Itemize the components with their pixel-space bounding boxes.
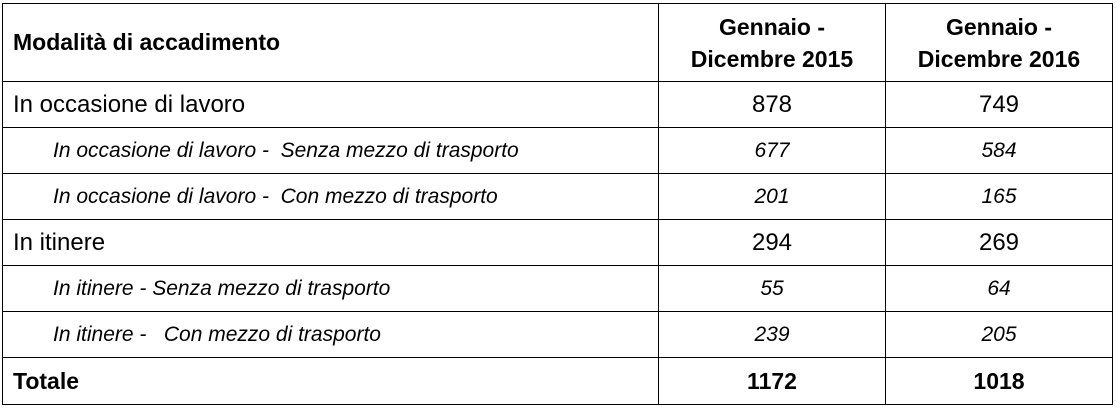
value-2016: 165 bbox=[885, 173, 1113, 220]
accidents-table: Modalità di accadimento Gennaio - Dicemb… bbox=[2, 3, 1113, 405]
header-2015-line2: Dicembre 2015 bbox=[690, 45, 854, 72]
total-2015: 1172 bbox=[658, 357, 886, 405]
value-2015: 677 bbox=[658, 127, 886, 174]
value-2016: 584 bbox=[885, 127, 1113, 174]
table-row: In occasione di lavoro - Con mezzo di tr… bbox=[2, 173, 1113, 220]
value-2015: 878 bbox=[658, 81, 886, 128]
table-header-row: Modalità di accadimento Gennaio - Dicemb… bbox=[2, 3, 1113, 82]
value-2016: 64 bbox=[885, 265, 1113, 312]
value-2015: 239 bbox=[658, 311, 886, 358]
row-label: In itinere bbox=[2, 219, 659, 266]
table-row: In itinere 294 269 bbox=[2, 219, 1113, 266]
total-row: Totale 1172 1018 bbox=[2, 357, 1113, 405]
header-2016-line1: Gennaio - bbox=[945, 13, 1053, 40]
header-2016-line2: Dicembre 2016 bbox=[917, 45, 1081, 72]
value-2015: 55 bbox=[658, 265, 886, 312]
row-label: In occasione di lavoro - Senza mezzo di … bbox=[2, 127, 659, 174]
table-row: In itinere - Senza mezzo di trasporto 55… bbox=[2, 265, 1113, 312]
total-label: Totale bbox=[2, 357, 659, 405]
value-2015: 201 bbox=[658, 173, 886, 220]
table-row: In occasione di lavoro 878 749 bbox=[2, 81, 1113, 128]
header-modality: Modalità di accadimento bbox=[2, 3, 659, 82]
value-2016: 269 bbox=[885, 219, 1113, 266]
value-2016: 749 bbox=[885, 81, 1113, 128]
value-2016: 205 bbox=[885, 311, 1113, 358]
header-2015-line1: Gennaio - bbox=[718, 13, 826, 40]
row-label: In itinere - Senza mezzo di trasporto bbox=[2, 265, 659, 312]
row-label: In occasione di lavoro - Con mezzo di tr… bbox=[2, 173, 659, 220]
header-2016: Gennaio - Dicembre 2016 bbox=[885, 3, 1113, 82]
total-2016: 1018 bbox=[885, 357, 1113, 405]
row-label: In itinere - Con mezzo di trasporto bbox=[2, 311, 659, 358]
table-row: In occasione di lavoro - Senza mezzo di … bbox=[2, 127, 1113, 174]
header-2015: Gennaio - Dicembre 2015 bbox=[658, 3, 886, 82]
row-label: In occasione di lavoro bbox=[2, 81, 659, 128]
value-2015: 294 bbox=[658, 219, 886, 266]
table-row: In itinere - Con mezzo di trasporto 239 … bbox=[2, 311, 1113, 358]
